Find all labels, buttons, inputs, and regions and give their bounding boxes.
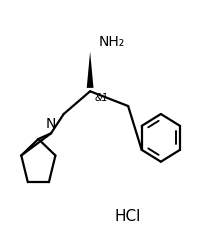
Text: NH₂: NH₂: [99, 35, 125, 49]
Text: HCl: HCl: [115, 208, 141, 223]
Polygon shape: [87, 52, 94, 88]
Text: &1: &1: [94, 93, 108, 103]
Text: N: N: [46, 116, 56, 130]
